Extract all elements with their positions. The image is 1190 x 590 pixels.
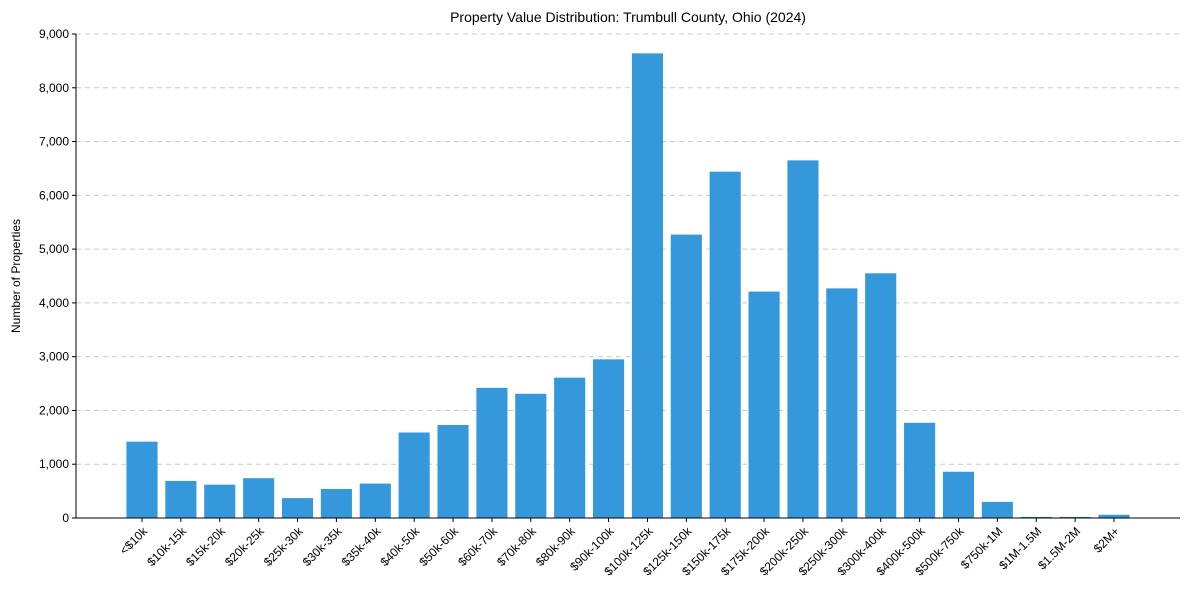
bar (787, 160, 819, 518)
axes (72, 33, 1180, 522)
bar (398, 432, 430, 518)
y-tick-label: 3,000 (39, 350, 69, 364)
y-tick-label: 6,000 (39, 188, 69, 202)
bar (1098, 514, 1130, 518)
y-axis-label: Number of Properties (9, 219, 23, 333)
bar (204, 484, 236, 518)
bar (748, 291, 780, 518)
bar (515, 393, 547, 518)
bar (243, 478, 275, 518)
bar (981, 501, 1013, 518)
y-tick-label: 4,000 (39, 296, 69, 310)
bar (1059, 516, 1091, 518)
grid (76, 33, 1180, 465)
y-tick-label: 0 (62, 511, 69, 525)
bar (826, 288, 858, 518)
y-tick-label: 2,000 (39, 403, 69, 417)
bar (165, 480, 197, 518)
y-tick-label: 8,000 (39, 81, 69, 95)
bar (476, 387, 508, 518)
bar (320, 488, 352, 518)
y-tick-label: 5,000 (39, 242, 69, 256)
bar (904, 422, 936, 518)
bar (359, 483, 391, 518)
bar (631, 53, 663, 519)
bar (593, 359, 625, 518)
bar (942, 471, 975, 518)
chart-title: Property Value Distribution: Trumbull Co… (450, 9, 806, 25)
bars (126, 53, 1130, 519)
bar (281, 498, 314, 518)
bar (554, 377, 586, 518)
bar (1020, 516, 1052, 518)
y-tick-label: 7,000 (39, 135, 69, 149)
y-tick-label: 9,000 (39, 27, 69, 41)
bar (709, 171, 741, 518)
y-tick-label: 1,000 (39, 457, 69, 471)
bar (437, 424, 469, 518)
bar (670, 234, 702, 518)
bar (865, 273, 897, 518)
bar (126, 441, 158, 518)
